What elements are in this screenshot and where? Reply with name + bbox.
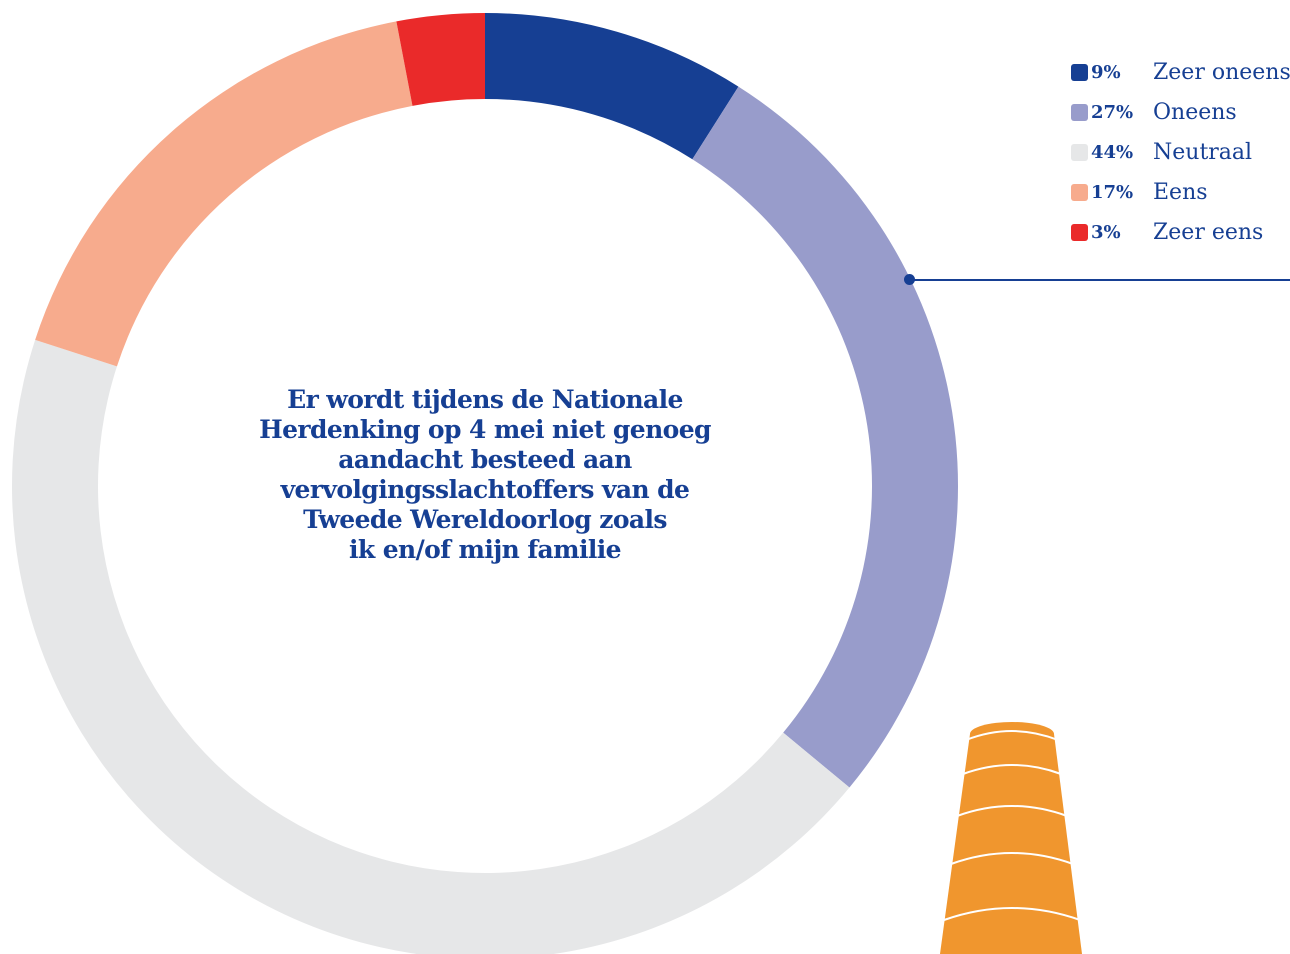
legend-swatch	[1071, 63, 1088, 81]
legend-swatch	[1071, 103, 1088, 121]
legend-value: 44%	[1091, 141, 1134, 163]
legend-label: Eens	[1153, 179, 1208, 205]
pointer-line	[910, 279, 1290, 281]
donut-slice-eens	[35, 21, 413, 367]
legend-value: 17%	[1091, 181, 1134, 203]
legend-value: 3%	[1091, 221, 1121, 243]
candle-top	[970, 722, 1054, 746]
legend-swatch	[1071, 183, 1088, 201]
donut-slice-zeer-eens	[396, 13, 485, 106]
candle-ring	[965, 730, 1059, 741]
pointer-dot	[904, 274, 915, 285]
legend-item-eens: 17% Eens	[1071, 172, 1290, 212]
candle-illustration	[940, 722, 1082, 954]
legend-item-oneens: 27% Oneens	[1071, 92, 1290, 132]
legend: 9% Zeer oneens 27% Oneens 44% Neutraal 1…	[1071, 52, 1290, 252]
chart-title-line: Er wordt tijdens de Nationale	[287, 385, 683, 414]
legend-label: Oneens	[1153, 99, 1237, 125]
legend-value: 9%	[1091, 61, 1121, 83]
donut-slice-oneens	[692, 86, 958, 788]
legend-label: Zeer eens	[1153, 219, 1264, 245]
chart-title: Er wordt tijdens de Nationale Herdenking…	[220, 385, 750, 565]
legend-swatch	[1071, 143, 1088, 161]
candle-ring	[943, 907, 1081, 921]
legend-item-zeer-eens: 3% Zeer eens	[1071, 212, 1290, 252]
candle-body	[940, 734, 1082, 954]
chart-title-line: aandacht besteed aan	[338, 445, 632, 474]
candle-ring	[950, 852, 1074, 865]
candle-ring	[962, 764, 1062, 775]
donut-slice-zeer-oneens	[485, 13, 739, 160]
legend-label: Zeer oneens	[1153, 59, 1290, 85]
legend-swatch	[1071, 223, 1088, 241]
chart-title-line: ik en/of mijn familie	[349, 535, 622, 564]
candle-ring	[956, 805, 1068, 817]
legend-item-neutraal: 44% Neutraal	[1071, 132, 1290, 172]
legend-item-zeer-oneens: 9% Zeer oneens	[1071, 52, 1290, 92]
donut-slice-neutraal	[12, 339, 850, 954]
legend-label: Neutraal	[1153, 139, 1253, 165]
legend-value: 27%	[1091, 101, 1134, 123]
chart-title-line: Tweede Wereldoorlog zoals	[303, 505, 667, 534]
chart-title-line: Herdenking op 4 mei niet genoeg	[259, 415, 711, 444]
chart-title-line: vervolgingsslachtoffers van de	[280, 475, 690, 504]
